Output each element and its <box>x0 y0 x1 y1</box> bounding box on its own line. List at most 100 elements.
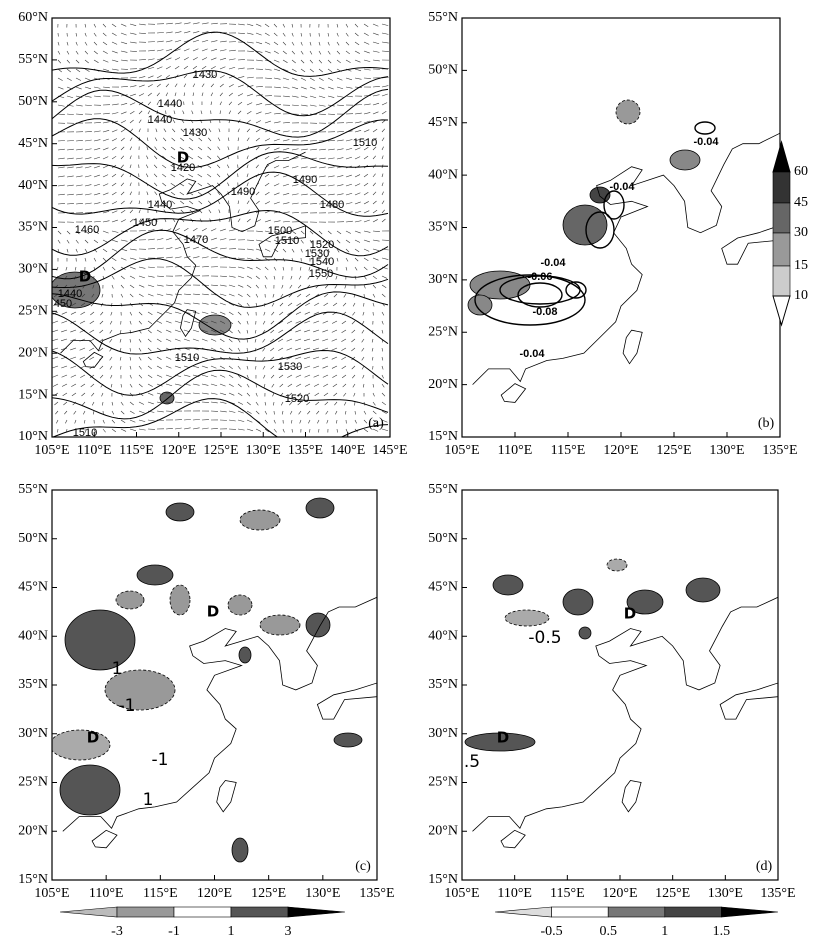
wind-barb <box>183 31 191 34</box>
wind-barb <box>129 218 134 223</box>
wind-barb <box>228 92 233 97</box>
wind-barb <box>381 85 389 88</box>
wind-barb <box>309 248 312 253</box>
wind-barb <box>363 219 370 223</box>
wind-barb <box>120 155 125 160</box>
wind-barb <box>246 23 254 26</box>
wind-barb <box>237 302 243 307</box>
wind-barb <box>264 410 268 415</box>
wind-barb <box>262 365 266 370</box>
wind-barb <box>162 200 167 205</box>
wind-barb <box>102 211 110 214</box>
colorbar-label: 1.5 <box>713 924 731 939</box>
colorbar-label: -1 <box>168 924 180 939</box>
shaded-area <box>562 588 594 616</box>
wind-barb <box>201 74 206 79</box>
wind-barb <box>308 419 311 424</box>
wind-barb <box>381 182 384 187</box>
wind-barb <box>60 347 68 351</box>
wind-barb <box>138 302 144 307</box>
wind-barb <box>255 284 259 289</box>
wind-barb <box>192 302 200 305</box>
wind-barb <box>354 138 361 142</box>
wind-barb <box>318 113 326 116</box>
wind-barb <box>75 193 83 196</box>
shaded-area <box>464 732 536 752</box>
wind-barb <box>154 146 158 151</box>
wind-barb <box>57 50 61 55</box>
wind-barb <box>331 356 338 360</box>
wind-barb <box>174 302 182 305</box>
wind-barb <box>226 173 230 178</box>
wind-barb <box>70 329 77 333</box>
wind-barb <box>183 356 190 360</box>
wind-barb <box>345 95 353 98</box>
wind-barb <box>341 374 347 379</box>
wind-barb <box>362 374 365 379</box>
wind-barb <box>129 311 133 316</box>
contour-label: 1440 <box>148 114 172 126</box>
wind-barb <box>264 23 270 28</box>
wind-barb <box>162 182 167 187</box>
wind-barb <box>164 119 167 124</box>
wind-barb <box>345 59 351 63</box>
wind-barb <box>282 130 290 133</box>
contour-label: 1480 <box>320 199 344 211</box>
wind-barb <box>91 293 95 298</box>
wind-barb <box>129 23 137 26</box>
wind-barb <box>309 184 317 187</box>
wind-barb <box>75 248 78 253</box>
wind-barb <box>102 201 109 205</box>
wind-barb <box>345 248 350 253</box>
wind-barb <box>209 218 212 223</box>
wind-barb <box>156 101 159 106</box>
wind-barb <box>129 85 137 88</box>
shaded-area <box>239 509 281 531</box>
wind-barb <box>381 356 384 361</box>
wind-barb <box>147 229 155 232</box>
wind-barb <box>278 365 284 369</box>
wind-barb <box>381 110 387 115</box>
wind-barb <box>237 401 244 405</box>
wind-barb <box>65 266 68 271</box>
y-tick-label: 15°N <box>18 387 48 402</box>
contour-label: 1510 <box>73 427 97 439</box>
wind-barb <box>255 146 260 151</box>
wind-barb <box>201 356 208 360</box>
map-frame <box>461 489 779 881</box>
wind-barb <box>66 77 72 81</box>
wind-barb <box>281 410 284 415</box>
wind-barb <box>80 311 86 315</box>
wind-barb <box>246 365 249 370</box>
wind-barb <box>255 200 260 205</box>
wind-barb <box>174 83 178 88</box>
wind-barb <box>147 110 151 115</box>
wind-barb <box>129 182 132 187</box>
wind-barb <box>84 95 92 98</box>
contour-label: 1520 <box>285 393 309 405</box>
x-tick-label: 115°E <box>550 886 585 901</box>
wind-barb <box>138 110 143 115</box>
wind-barb <box>381 392 386 397</box>
wind-barb <box>246 410 252 414</box>
contour-label: 450 <box>54 298 72 310</box>
wind-barb <box>255 275 260 280</box>
shaded-area <box>52 729 111 761</box>
wind-barb <box>90 311 95 316</box>
wind-barb <box>119 347 122 352</box>
wind-barb <box>201 401 209 403</box>
wind-barb <box>72 293 77 298</box>
wind-barb <box>120 293 124 298</box>
wind-barb <box>75 203 83 205</box>
wind-barb <box>210 320 217 324</box>
x-tick-label: 135°E <box>359 886 394 901</box>
wind-barb <box>228 101 233 106</box>
wind-barb <box>208 209 212 214</box>
x-tick-label: 135°E <box>762 443 797 458</box>
wind-barb <box>70 338 77 342</box>
wind-barb <box>332 302 338 307</box>
wind-barb <box>93 428 96 433</box>
wind-barb <box>165 293 173 296</box>
wind-barb <box>192 329 199 333</box>
wind-barb <box>188 146 194 151</box>
